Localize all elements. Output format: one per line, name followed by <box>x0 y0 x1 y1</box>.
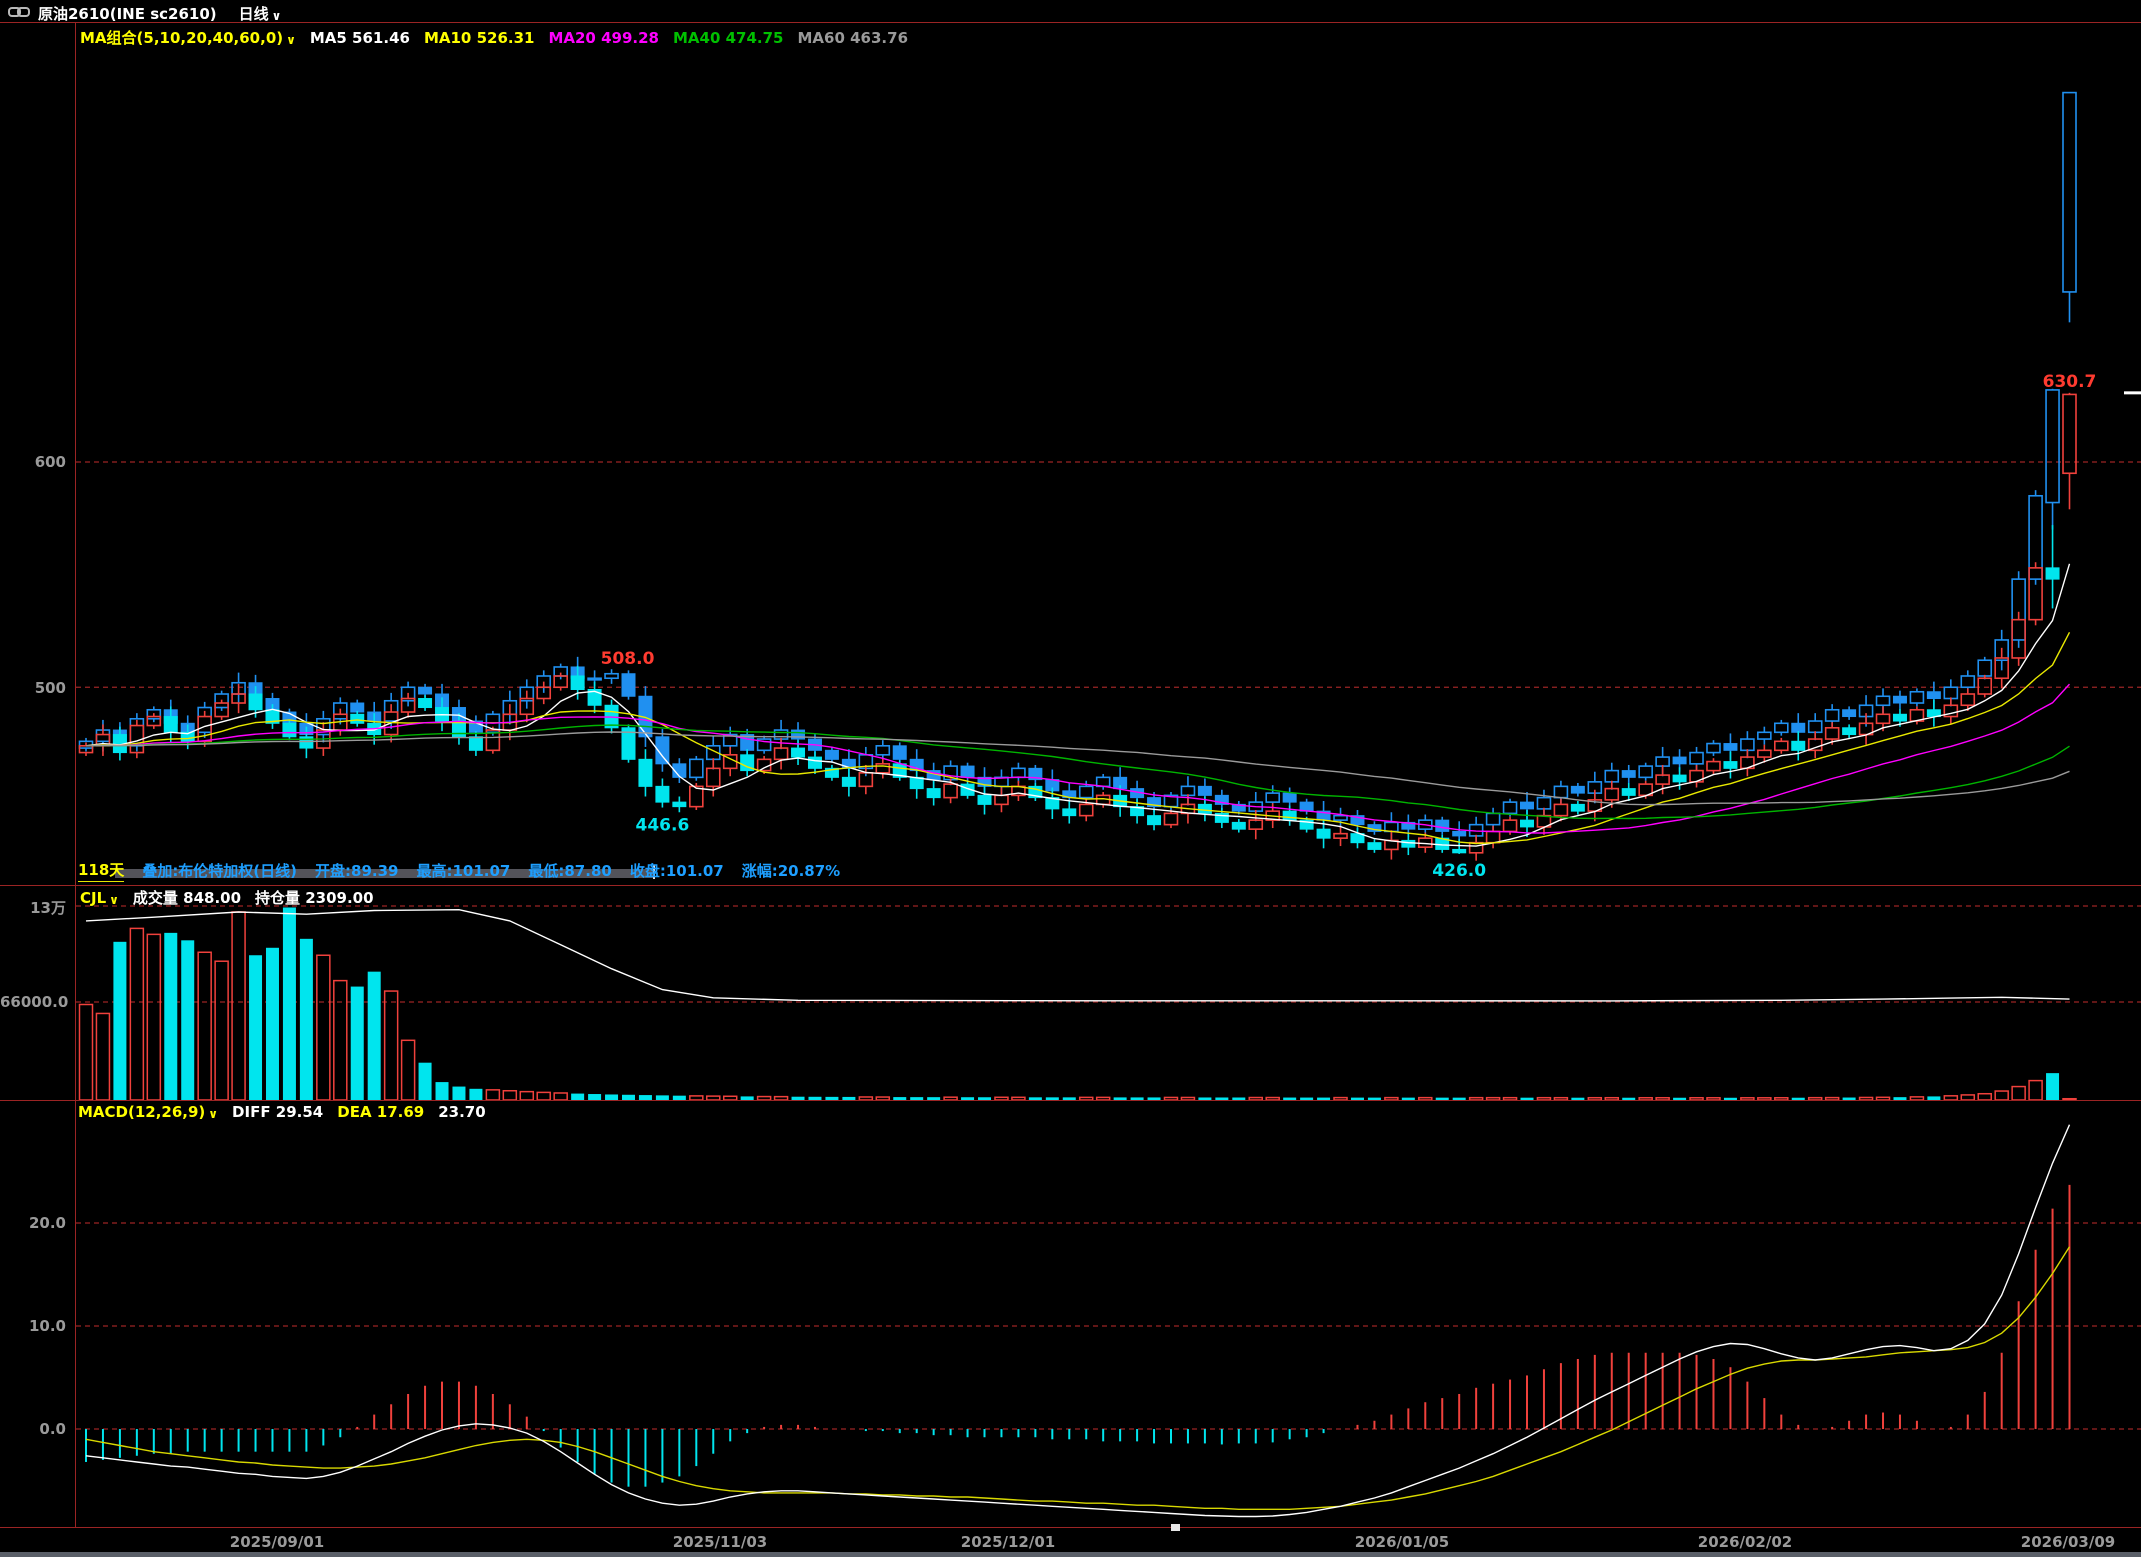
macd-bar-value: 23.70 <box>438 1103 486 1121</box>
ma-legend: MA组合(5,10,20,40,60,0) ∨ MA5 561.46 MA10 5… <box>80 27 908 48</box>
svg-text:508.0: 508.0 <box>601 649 655 669</box>
macd-diff-value: DIFF 29.54 <box>232 1103 324 1121</box>
svg-text:630.7: 630.7 <box>2043 372 2097 392</box>
price-axis-500: 500 <box>34 679 66 697</box>
macd-axis-0: 0.0 <box>39 1420 66 1438</box>
volume-value: 成交量 848.00 <box>132 889 242 907</box>
status-line: 118天 叠加:布伦特加权(日线) 开盘:89.39 最高:101.07 最低:… <box>78 859 840 882</box>
horizontal-scrollbar[interactable] <box>115 869 655 878</box>
overlay-name-label[interactable]: 叠加:布伦特加权(日线) <box>142 862 298 880</box>
date-tick: 2025/09/01 <box>229 1533 325 1551</box>
macd-legend: MACD(12,26,9) ∨ DIFF 29.54 DEA 17.69 23.7… <box>78 1103 486 1121</box>
title-bar: 原油2610(INE sc2610) 日线 ∨ <box>8 3 281 24</box>
macd-indicator-dropdown[interactable]: MACD(12,26,9) ∨ <box>78 1103 219 1121</box>
ma10-value: MA10 526.31 <box>423 28 535 47</box>
ma5-value: MA5 561.46 <box>309 28 410 47</box>
macd-dea-value: DEA 17.69 <box>337 1103 425 1121</box>
ma40-value: MA40 474.75 <box>672 28 784 47</box>
date-tick: 2026/03/09 <box>2020 1533 2116 1551</box>
volume-legend: CJL ∨ 成交量 848.00 持仓量 2309.00 <box>80 887 374 908</box>
date-tick: 2026/02/02 <box>1697 1533 1793 1551</box>
pane-border-price-volume <box>0 885 2141 886</box>
open-interest-value: 持仓量 2309.00 <box>255 889 374 907</box>
period-selector[interactable]: 日线 ∨ <box>238 5 282 23</box>
axis-border-left <box>75 22 76 1527</box>
pane-border-top <box>0 22 2141 23</box>
chevron-down-icon: ∨ <box>271 9 282 23</box>
svg-text:426.0: 426.0 <box>1432 861 1486 881</box>
macd-axis-20: 20.0 <box>28 1214 66 1232</box>
chevron-down-icon: ∨ <box>109 892 119 907</box>
chevron-down-icon: ∨ <box>208 1107 219 1121</box>
pane-border-bottom <box>0 1527 2141 1528</box>
chevron-down-icon: ∨ <box>286 33 296 47</box>
window-bottom-edge <box>0 1552 2141 1557</box>
contract-title: 原油2610(INE sc2610) <box>38 5 217 23</box>
overlay-open: 开盘:89.39 <box>315 862 399 880</box>
overlay-change: 涨幅:20.87% <box>741 862 841 880</box>
ma60-value: MA60 463.76 <box>797 28 908 47</box>
scrollbar-end-tick <box>653 865 655 879</box>
scroll-position-marker[interactable] <box>1171 1524 1180 1531</box>
price-axis-600: 600 <box>34 453 66 471</box>
link-icon[interactable] <box>8 4 30 23</box>
date-tick: 2026/01/05 <box>1354 1533 1450 1551</box>
macd-axis-10: 10.0 <box>28 1317 66 1335</box>
volume-indicator-dropdown[interactable]: CJL ∨ <box>80 888 119 907</box>
overlay-close: 收盘:101.07 <box>629 862 724 880</box>
volume-axis-130k: 13万 <box>30 899 66 917</box>
overlay-low: 最低:87.80 <box>528 862 612 880</box>
ma20-value: MA20 499.28 <box>548 28 659 47</box>
svg-text:446.6: 446.6 <box>636 816 690 836</box>
overlay-high: 最高:101.07 <box>416 862 511 880</box>
date-tick: 2025/11/03 <box>672 1533 768 1551</box>
volume-axis-66k: 66000.0 <box>0 993 69 1011</box>
pane-border-volume-macd <box>0 1100 2141 1101</box>
visible-days-label[interactable]: 118天 <box>78 859 125 882</box>
date-tick: 2025/12/01 <box>960 1533 1056 1551</box>
ma-settings-dropdown[interactable]: MA组合(5,10,20,40,60,0) ∨ <box>80 29 296 47</box>
